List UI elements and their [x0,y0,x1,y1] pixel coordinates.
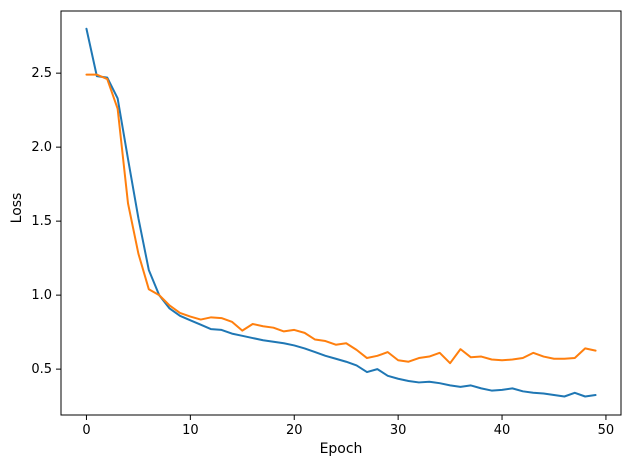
x-tick-label: 50 [597,423,615,438]
y-tick-label: 2.0 [31,139,52,155]
plot-border [60,10,622,416]
series-line-orange [85,73,597,365]
x-tick-label: 10 [182,423,199,438]
series-line-blue [85,27,597,398]
y-tick-label: 2.5 [31,65,52,81]
x-axis-label: Epoch [319,441,363,457]
x-tick-label: 0 [82,423,91,438]
x-tick-label: 40 [493,423,511,438]
x-tick-label: 30 [389,423,407,438]
y-tick-label: 0.5 [31,361,52,377]
x-tick-label: 20 [285,423,303,438]
y-tick-label: 1.5 [31,213,52,229]
y-tick-label: 1.0 [31,287,52,303]
